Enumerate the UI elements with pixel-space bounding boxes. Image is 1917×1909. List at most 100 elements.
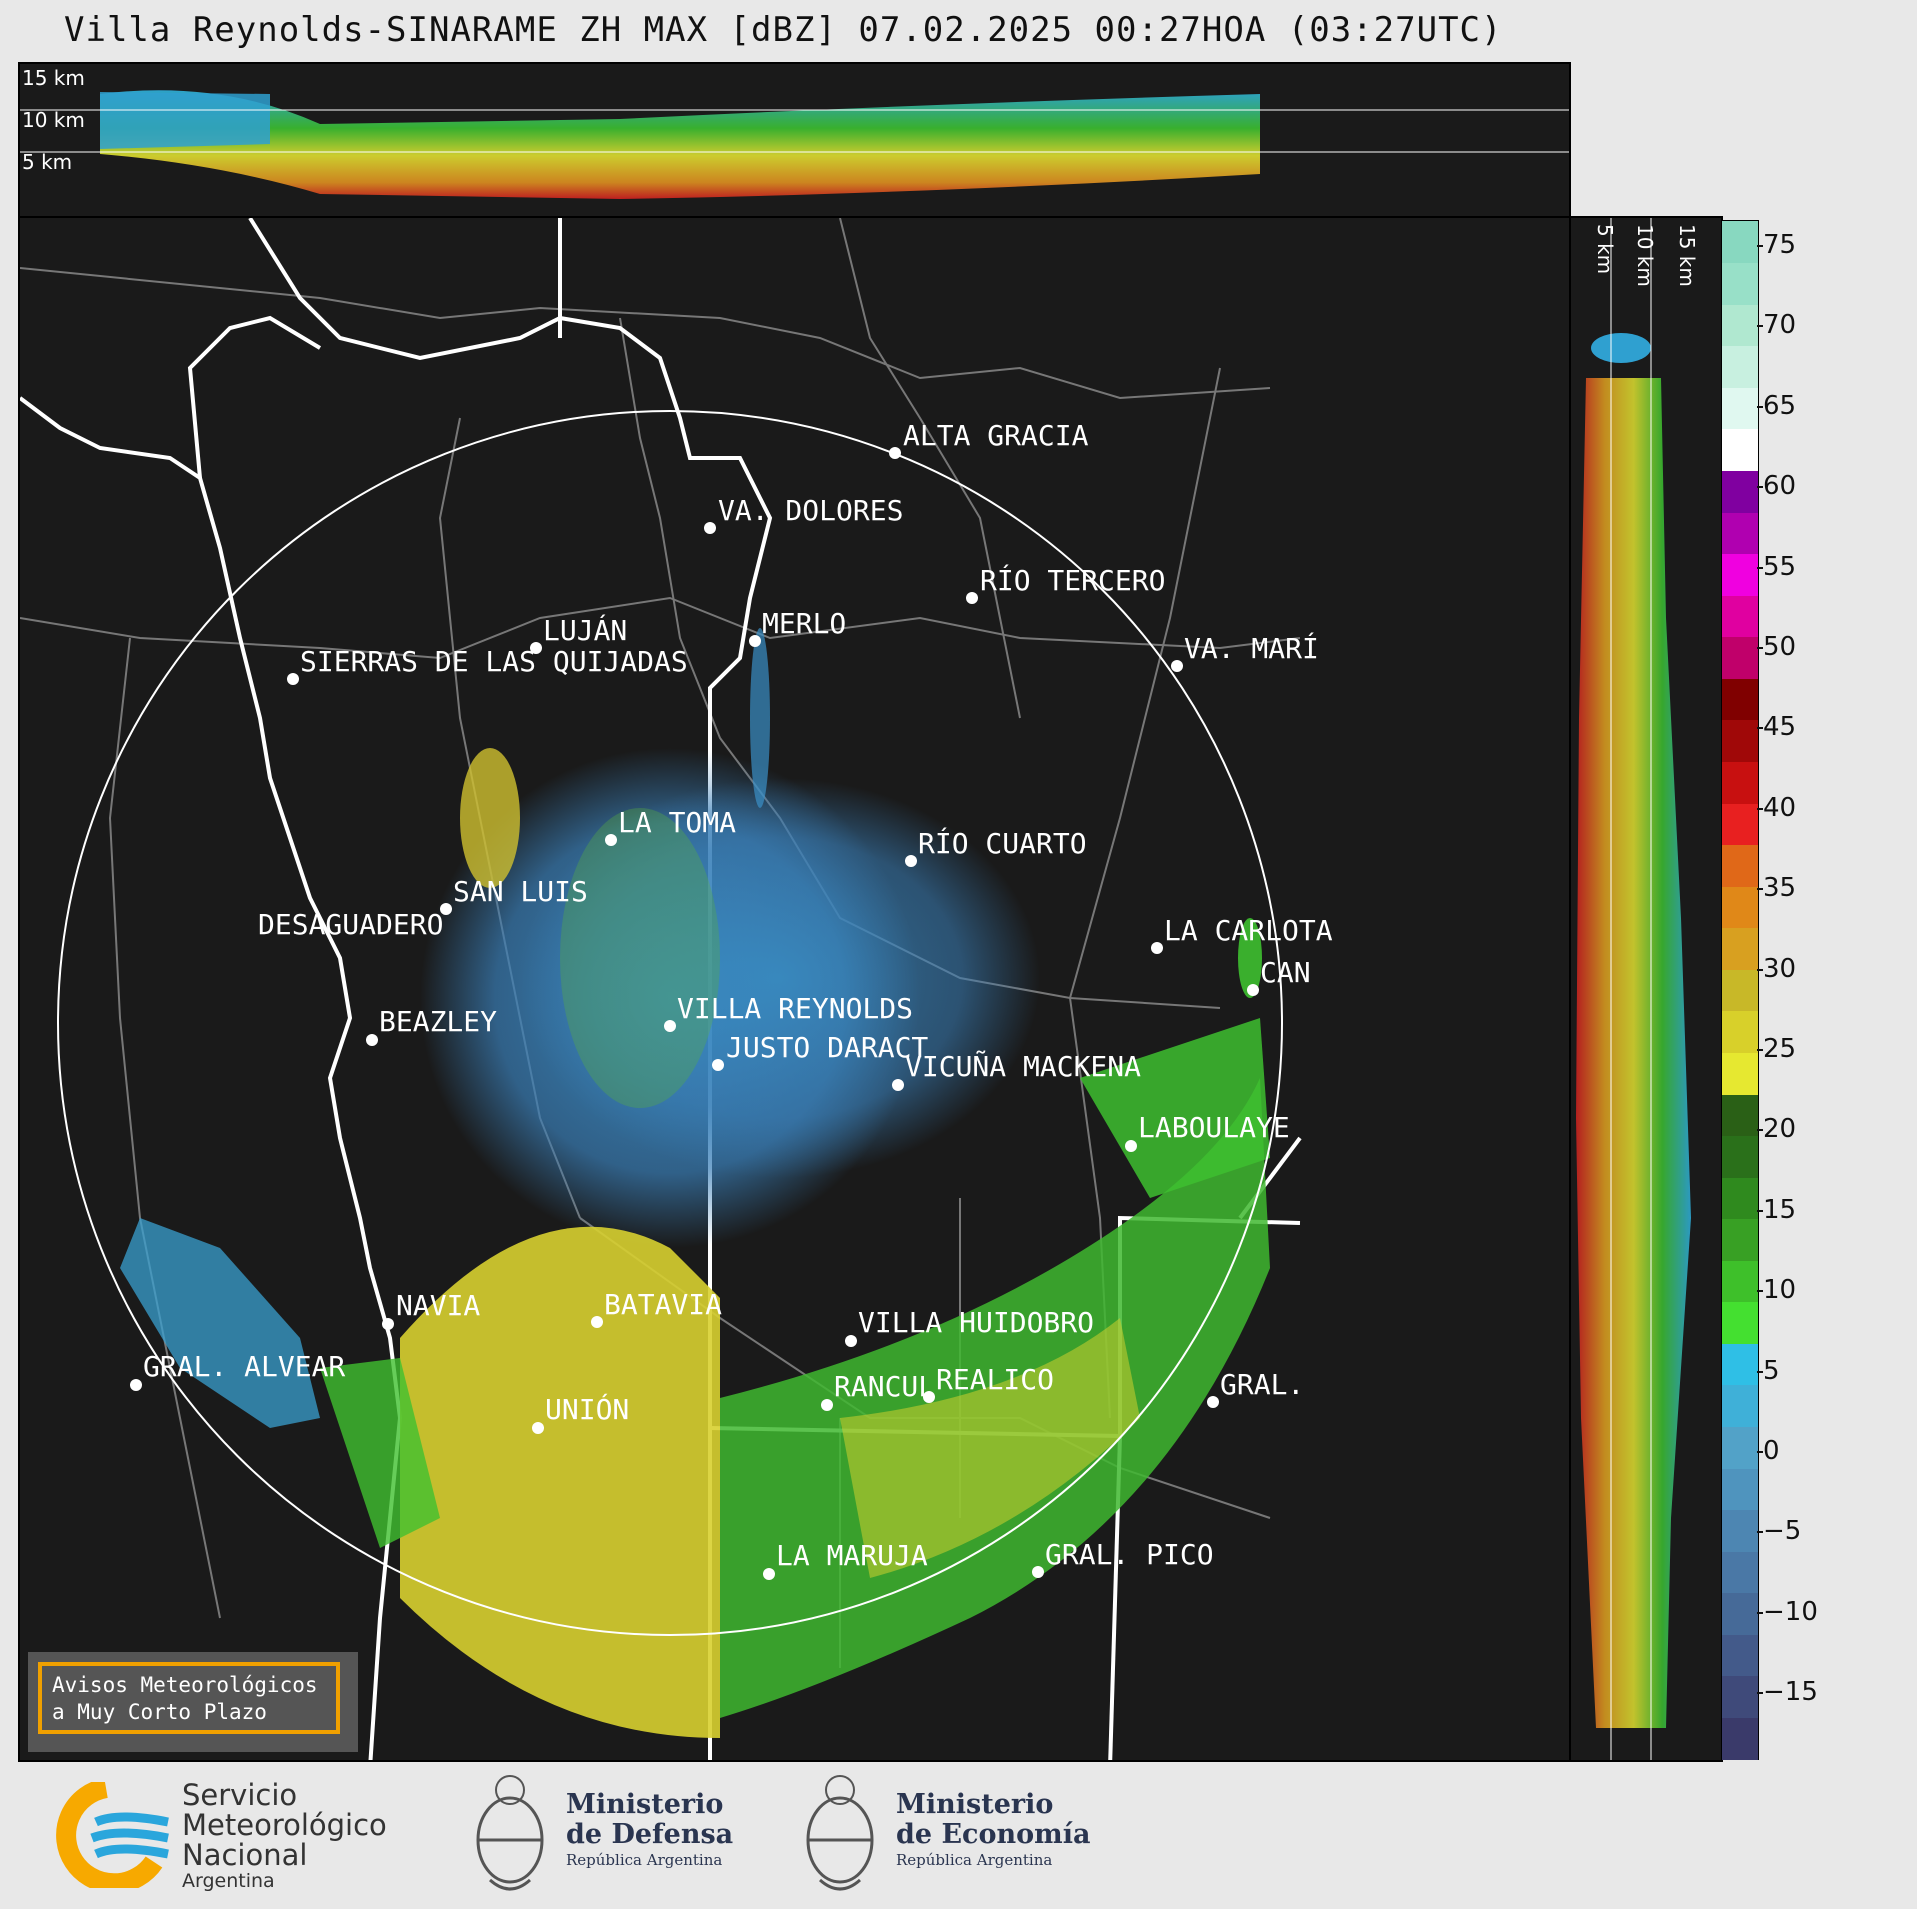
colorbar-swatch <box>1722 387 1758 430</box>
colorbar-swatch <box>1722 1717 1758 1760</box>
side-height-label-10: 10 km <box>1633 224 1657 287</box>
footer-logos: Servicio Meteorológico Nacional Argentin… <box>0 1760 1917 1909</box>
colorbar-tick-mark <box>1757 1370 1763 1373</box>
colorbar-tick-label: 40 <box>1763 792 1797 823</box>
colorbar-tick-mark <box>1757 1290 1763 1293</box>
colorbar-tick-label: 0 <box>1763 1436 1780 1466</box>
colorbar-tick-mark <box>1757 1611 1763 1614</box>
city-label-lujan: LUJÁN <box>543 613 627 647</box>
smn-line-4: Argentina <box>182 1870 275 1892</box>
alert-box[interactable]: Avisos Meteorológicos a Muy Corto Plazo <box>28 1652 358 1752</box>
colorbar-swatch <box>1722 553 1758 596</box>
city-label-rancul: RANCUL <box>834 1370 935 1403</box>
city-label-la-carlota: LA CARLOTA <box>1164 914 1333 947</box>
city-label-la-maruja: LA MARUJA <box>776 1539 928 1572</box>
colorbar-swatch <box>1722 1177 1758 1220</box>
defensa-logo-text: Ministerio de Defensa República Argentin… <box>566 1790 733 1870</box>
range-ring <box>57 410 1283 1636</box>
colorbar-tick-label: 20 <box>1763 1114 1797 1145</box>
side-cross-section-panel: 5 km 10 km 15 km <box>1569 216 1723 1762</box>
colorbar-swatch <box>1722 221 1758 264</box>
colorbar-tick-label: 65 <box>1763 390 1797 421</box>
colorbar-swatch <box>1722 802 1758 846</box>
colorbar-tick-mark <box>1757 486 1763 489</box>
top-height-label-10: 10 km <box>22 108 85 132</box>
economia-logo-text: Ministerio de Economía República Argenti… <box>896 1790 1090 1870</box>
colorbar-tick-mark <box>1757 1129 1763 1132</box>
economia-line-3: República Argentina <box>896 1851 1053 1869</box>
smn-line-1: Servicio <box>182 1778 298 1812</box>
colorbar-swatch <box>1722 262 1758 305</box>
defensa-line-1: Ministerio <box>566 1789 724 1820</box>
city-label-union: UNIÓN <box>545 1392 629 1426</box>
colorbar-swatch <box>1722 969 1758 1012</box>
economia-line-1: Ministerio <box>896 1789 1054 1820</box>
colorbar-swatch <box>1722 595 1758 638</box>
colorbar-swatch <box>1722 1260 1758 1303</box>
city-label-gral-pico: GRAL. PICO <box>1045 1538 1214 1571</box>
colorbar-tick-label: 30 <box>1763 953 1797 984</box>
colorbar-tick-label: 35 <box>1763 873 1797 904</box>
colorbar-tick-label: −10 <box>1763 1596 1818 1627</box>
city-label-merlo: MERLO <box>762 607 846 640</box>
city-label-rio-tercero: RÍO TERCERO <box>980 563 1165 597</box>
colorbar-tick-label: 10 <box>1763 1275 1797 1306</box>
city-label-can: CAN <box>1260 956 1311 989</box>
top-cross-section-panel: 15 km 10 km 5 km <box>18 62 1571 218</box>
top-echo-band <box>100 90 1260 199</box>
city-label-realico: REALICO <box>936 1363 1054 1396</box>
alert-line-2: a Muy Corto Plazo <box>52 1700 267 1724</box>
colorbar-tick-label: −5 <box>1763 1516 1802 1547</box>
colorbar-swatch <box>1722 470 1758 513</box>
colorbar-tick-mark <box>1757 245 1763 247</box>
city-label-la-toma: LA TOMA <box>618 806 736 839</box>
radar-map[interactable]: ALTA GRACIA VA. DOLORES RÍO TERCERO MERL… <box>18 216 1571 1762</box>
colorbar-swatch <box>1722 1135 1758 1178</box>
city-label-navia: NAVIA <box>396 1289 480 1322</box>
colorbar-swatch <box>1722 1218 1758 1261</box>
colorbar-swatch <box>1722 345 1758 388</box>
colorbar-swatch <box>1722 927 1758 970</box>
defensa-line-3: República Argentina <box>566 1851 723 1869</box>
smn-line-3: Nacional <box>182 1838 308 1872</box>
city-label-va-dolores: VA. DOLORES <box>718 494 903 527</box>
colorbar-tick-mark <box>1757 1531 1763 1534</box>
side-height-label-15: 15 km <box>1675 224 1699 287</box>
city-label-gral-alvear: GRAL. ALVEAR <box>143 1350 345 1383</box>
map-title: Villa Reynolds-SINARAME ZH MAX [dBZ] 07.… <box>64 10 1503 50</box>
colorbar-swatch <box>1722 1052 1758 1095</box>
top-height-label-5: 5 km <box>22 150 73 174</box>
colorbar-swatch <box>1722 511 1758 555</box>
city-label-rio-cuarto: RÍO CUARTO <box>918 826 1087 860</box>
colorbar-swatch <box>1722 761 1758 804</box>
colorbar-swatch <box>1722 1634 1758 1677</box>
city-markers <box>130 447 1259 1580</box>
radar-map-svg: ALTA GRACIA VA. DOLORES RÍO TERCERO MERL… <box>20 218 1333 1760</box>
city-label-villa-huidobro: VILLA HUIDOBRO <box>858 1306 1094 1339</box>
side-height-label-5: 5 km <box>1593 224 1617 275</box>
economia-line-2: de Economía <box>896 1819 1091 1850</box>
smn-logo-text: Servicio Meteorológico Nacional Argentin… <box>182 1780 387 1892</box>
city-label-desaguadero: DESAGUADERO <box>258 908 443 941</box>
colorbar-tick-label: 75 <box>1763 230 1797 260</box>
colorbar-tick-label: 25 <box>1763 1034 1797 1064</box>
city-label-sierras-de-las-quijadas: SIERRAS DE LAS QUIJADAS <box>300 645 688 678</box>
city-label-villa-reynolds: VILLA REYNOLDS <box>677 992 913 1025</box>
side-echo-band <box>1576 378 1691 1728</box>
colorbar-swatch <box>1722 1468 1758 1511</box>
colorbar-swatch <box>1722 844 1758 887</box>
colorbar-tick-mark <box>1757 1692 1763 1695</box>
defensa-line-2: de Defensa <box>566 1819 734 1850</box>
colorbar-tick-label: 5 <box>1763 1355 1780 1386</box>
city-label-beazley: BEAZLEY <box>379 1005 497 1038</box>
city-labels: ALTA GRACIA VA. DOLORES RÍO TERCERO MERL… <box>143 419 1333 1572</box>
colorbar-tick-mark <box>1757 325 1763 328</box>
top-echo-band-upper <box>100 92 270 149</box>
colorbar-swatch <box>1722 1343 1758 1386</box>
colorbar-tick-mark <box>1757 888 1763 891</box>
colorbar-swatch <box>1722 1384 1758 1428</box>
colorbar-swatch <box>1722 1426 1758 1469</box>
radar-echoes <box>120 628 1270 1738</box>
city-label-alta-gracia: ALTA GRACIA <box>903 419 1089 452</box>
alert-box-frame[interactable]: Avisos Meteorológicos a Muy Corto Plazo <box>38 1662 340 1734</box>
